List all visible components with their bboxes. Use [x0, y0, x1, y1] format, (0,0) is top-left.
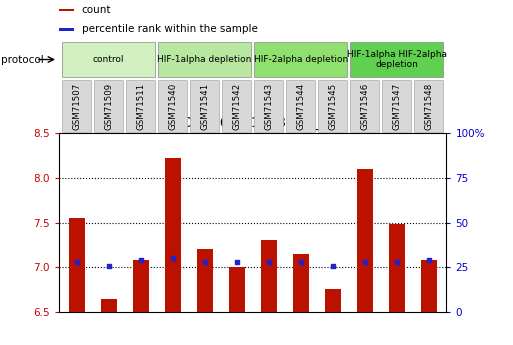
Bar [286, 80, 315, 132]
Bar [158, 42, 251, 77]
Bar [254, 80, 283, 132]
Bar [325, 289, 341, 312]
Bar [421, 260, 437, 312]
Text: GSM71507: GSM71507 [72, 82, 81, 130]
Text: GSM71540: GSM71540 [168, 82, 177, 130]
Bar [350, 80, 379, 132]
Bar [158, 80, 187, 132]
Text: protocol: protocol [1, 55, 44, 65]
Point [136, 257, 145, 263]
Bar [382, 80, 411, 132]
Point [425, 257, 433, 263]
Point [72, 259, 81, 265]
Point [265, 259, 273, 265]
Bar [62, 42, 155, 77]
Bar [357, 169, 372, 312]
Bar [126, 80, 155, 132]
Point [297, 259, 305, 265]
Text: GSM71544: GSM71544 [296, 82, 305, 130]
Bar [318, 80, 347, 132]
Text: percentile rank within the sample: percentile rank within the sample [82, 24, 258, 34]
Bar [229, 267, 245, 312]
Bar [190, 80, 219, 132]
Bar [62, 80, 91, 132]
Point [105, 263, 113, 268]
Bar [69, 218, 85, 312]
Text: GSM71545: GSM71545 [328, 82, 337, 130]
Text: HIF-1alpha HIF-2alpha
depletion: HIF-1alpha HIF-2alpha depletion [347, 50, 447, 69]
Bar [389, 224, 405, 312]
Text: GSM71543: GSM71543 [264, 82, 273, 130]
Text: GSM71542: GSM71542 [232, 82, 241, 130]
Point [232, 259, 241, 265]
Point [328, 263, 337, 268]
Bar [59, 9, 74, 11]
Text: control: control [93, 55, 124, 64]
Text: count: count [82, 5, 111, 15]
Text: GSM71547: GSM71547 [392, 82, 401, 130]
Text: GSM71546: GSM71546 [360, 82, 369, 130]
Text: GSM71509: GSM71509 [104, 82, 113, 130]
Bar [196, 249, 213, 312]
Point [392, 259, 401, 265]
Point [361, 259, 369, 265]
Bar [254, 42, 347, 77]
Bar [101, 299, 116, 312]
Text: HIF-2alpha depletion: HIF-2alpha depletion [253, 55, 348, 64]
Text: HIF-1alpha depletion: HIF-1alpha depletion [157, 55, 252, 64]
Bar [94, 80, 123, 132]
Bar [165, 158, 181, 312]
Bar [222, 80, 251, 132]
Text: GSM71541: GSM71541 [200, 82, 209, 130]
Bar [292, 254, 309, 312]
Point [201, 259, 209, 265]
Point [169, 256, 177, 261]
Text: GSM71511: GSM71511 [136, 82, 145, 130]
Text: GSM71548: GSM71548 [424, 82, 433, 130]
Bar [133, 260, 149, 312]
Bar [350, 42, 443, 77]
Bar [415, 80, 443, 132]
Bar [261, 240, 277, 312]
Title: GDS2760 / 1563385_at: GDS2760 / 1563385_at [172, 116, 333, 130]
Bar [59, 28, 74, 31]
